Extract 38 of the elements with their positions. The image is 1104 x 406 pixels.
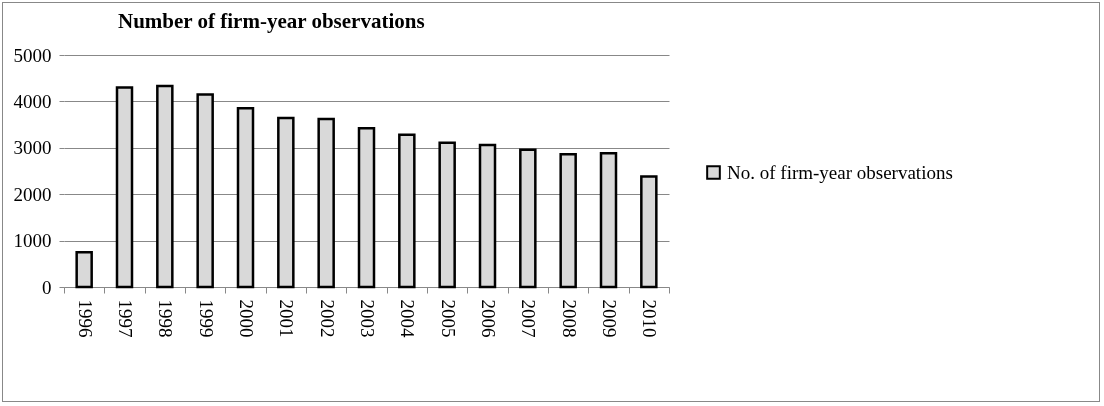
x-tick-label: 2002 (316, 299, 338, 338)
legend-label: No. of firm-year observations (727, 161, 953, 183)
bar (438, 141, 456, 289)
bar (196, 93, 214, 289)
x-tick-label: 1996 (74, 299, 96, 338)
bar (75, 250, 93, 289)
bar (317, 117, 335, 289)
y-tick-label: 5000 (13, 44, 52, 66)
bar (236, 107, 255, 289)
x-tick-label: 2010 (639, 299, 661, 338)
x-tick-label: 2004 (397, 299, 419, 338)
y-tick-label: 3000 (13, 137, 52, 159)
bar (640, 175, 658, 289)
x-tick-label: 2005 (437, 299, 459, 338)
bar (115, 86, 134, 289)
y-tick-label: 2000 (13, 183, 52, 205)
x-tick-label: 2006 (478, 299, 499, 338)
x-tick-label: 2001 (276, 299, 298, 338)
y-tick-label: 0 (42, 276, 52, 298)
x-tick-label: 2000 (236, 299, 257, 338)
bar (398, 133, 416, 289)
y-tick-label: 4000 (13, 90, 52, 112)
chart-title: Number of firm-year observations (118, 9, 425, 33)
x-tick-label: 1999 (195, 299, 217, 338)
x-tick-label: 1997 (115, 299, 136, 338)
x-tick-label: 2009 (599, 299, 620, 338)
bar (156, 84, 174, 289)
bar (599, 152, 618, 289)
y-tick-label: 1000 (13, 230, 52, 252)
x-tick-label: 2008 (558, 299, 580, 338)
bar (357, 127, 376, 289)
x-tick-label: 2007 (518, 299, 540, 338)
bar (277, 116, 295, 289)
x-tick-label: 1998 (155, 299, 177, 338)
bar (519, 148, 537, 289)
bar (559, 153, 577, 289)
bar (478, 143, 497, 289)
x-tick-label: 2003 (357, 299, 378, 338)
